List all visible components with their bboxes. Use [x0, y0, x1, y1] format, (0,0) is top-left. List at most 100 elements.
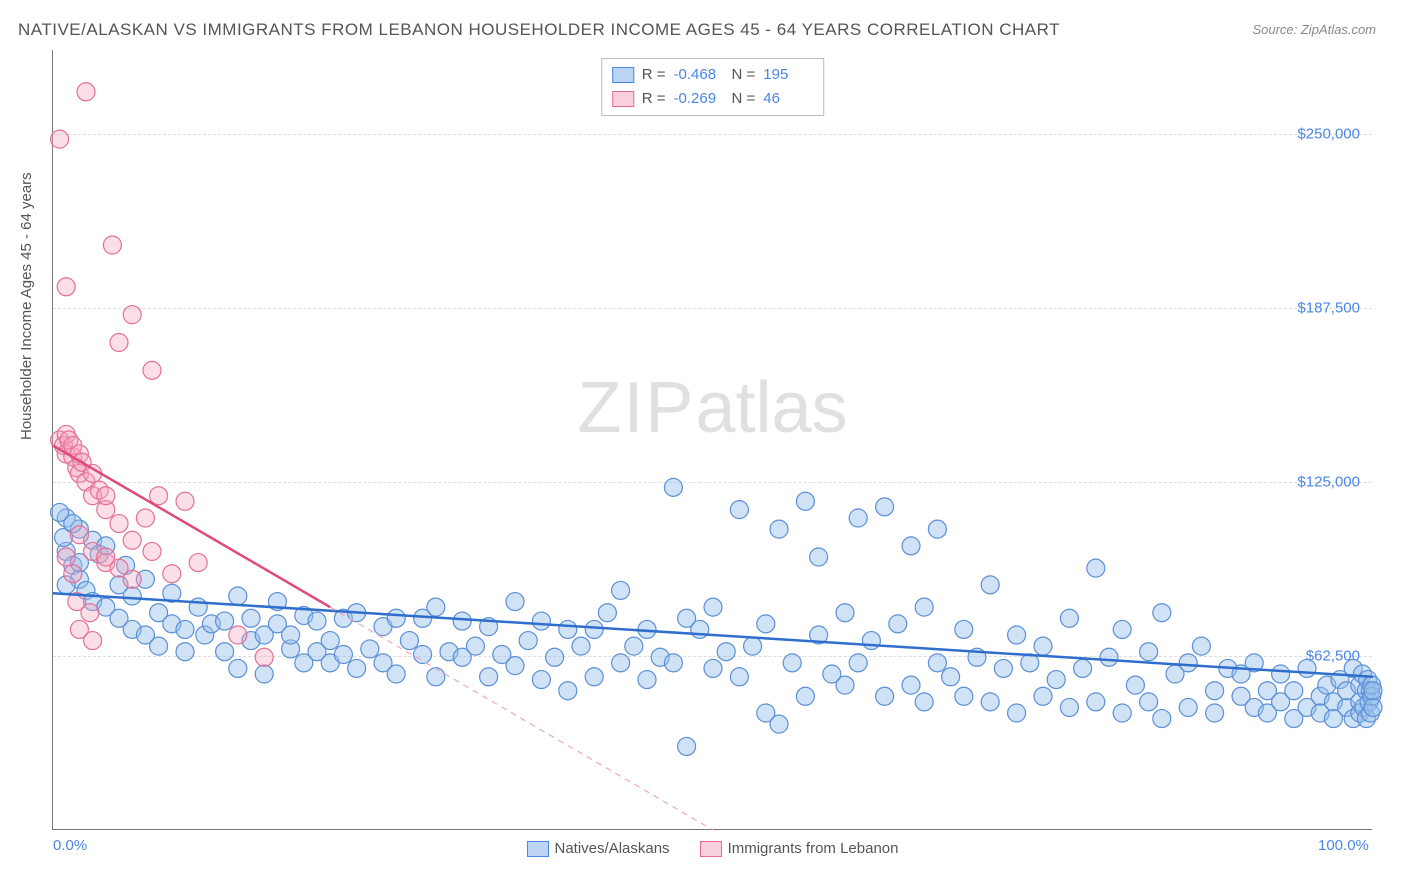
chart-svg [53, 50, 1372, 829]
scatter-point [414, 646, 432, 664]
scatter-point [387, 609, 405, 627]
scatter-point [1206, 704, 1224, 722]
source-credit: Source: ZipAtlas.com [1252, 22, 1376, 37]
scatter-point [308, 612, 326, 630]
r-value-pink: -0.269 [674, 87, 724, 111]
scatter-point [994, 659, 1012, 677]
scatter-point [638, 671, 656, 689]
scatter-point [70, 526, 88, 544]
scatter-point [519, 632, 537, 650]
scatter-point [321, 632, 339, 650]
r-label: R = [642, 63, 666, 87]
scatter-point [103, 236, 121, 254]
scatter-point [123, 587, 141, 605]
scatter-point [1060, 609, 1078, 627]
scatter-point [506, 593, 524, 611]
scatter-point [796, 687, 814, 705]
chart-title: NATIVE/ALASKAN VS IMMIGRANTS FROM LEBANO… [18, 20, 1060, 40]
scatter-point [612, 654, 630, 672]
scatter-point [255, 648, 273, 666]
scatter-point [1008, 626, 1026, 644]
n-value-blue: 195 [763, 63, 813, 87]
scatter-point [400, 632, 418, 650]
legend-label-blue: Natives/Alaskans [555, 840, 670, 857]
scatter-point [836, 676, 854, 694]
scatter-point [889, 615, 907, 633]
scatter-point [427, 668, 445, 686]
scatter-point [796, 492, 814, 510]
scatter-point [928, 654, 946, 672]
scatter-point [730, 668, 748, 686]
scatter-point [480, 668, 498, 686]
scatter-point [1206, 682, 1224, 700]
scatter-point [229, 659, 247, 677]
scatter-point [915, 598, 933, 616]
scatter-point [1126, 676, 1144, 694]
scatter-point [585, 668, 603, 686]
scatter-point [334, 646, 352, 664]
swatch-blue-icon [527, 841, 549, 857]
scatter-point [1060, 698, 1078, 716]
scatter-point [559, 620, 577, 638]
legend-row-blue: R = -0.468 N = 195 [612, 63, 814, 87]
scatter-point [915, 693, 933, 711]
scatter-point [902, 537, 920, 555]
scatter-point [810, 548, 828, 566]
scatter-point [770, 520, 788, 538]
scatter-point [57, 278, 75, 296]
scatter-point [836, 604, 854, 622]
scatter-point [876, 498, 894, 516]
scatter-point [1364, 682, 1382, 700]
scatter-point [1087, 559, 1105, 577]
scatter-point [717, 643, 735, 661]
scatter-point [1087, 693, 1105, 711]
scatter-point [84, 632, 102, 650]
scatter-point [744, 637, 762, 655]
scatter-point [730, 501, 748, 519]
scatter-point [466, 637, 484, 655]
scatter-point [1047, 671, 1065, 689]
scatter-point [955, 620, 973, 638]
scatter-point [176, 620, 194, 638]
scatter-point [532, 612, 550, 630]
scatter-point [1113, 620, 1131, 638]
n-value-pink: 46 [763, 87, 813, 111]
legend-label-pink: Immigrants from Lebanon [728, 840, 899, 857]
legend-item-blue: Natives/Alaskans [527, 840, 670, 857]
scatter-point [51, 130, 69, 148]
scatter-point [97, 487, 115, 505]
r-value-blue: -0.468 [674, 63, 724, 87]
scatter-point [1298, 659, 1316, 677]
scatter-point [902, 676, 920, 694]
scatter-point [242, 609, 260, 627]
scatter-point [77, 83, 95, 101]
scatter-point [532, 671, 550, 689]
scatter-point [770, 715, 788, 733]
scatter-point [1153, 710, 1171, 728]
scatter-point [928, 520, 946, 538]
swatch-pink-icon [700, 841, 722, 857]
legend-row-pink: R = -0.269 N = 46 [612, 87, 814, 111]
scatter-point [546, 648, 564, 666]
scatter-point [176, 643, 194, 661]
scatter-point [216, 643, 234, 661]
scatter-point [176, 492, 194, 510]
scatter-point [110, 515, 128, 533]
scatter-point [1140, 643, 1158, 661]
scatter-point [704, 659, 722, 677]
scatter-point [1074, 659, 1092, 677]
r-label: R = [642, 87, 666, 111]
legend-correlation: R = -0.468 N = 195 R = -0.269 N = 46 [601, 58, 825, 116]
scatter-point [282, 626, 300, 644]
x-tick-label: 0.0% [53, 837, 87, 854]
scatter-point [1179, 654, 1197, 672]
scatter-point [704, 598, 722, 616]
swatch-blue-icon [612, 67, 634, 83]
scatter-point [862, 632, 880, 650]
n-label: N = [732, 87, 756, 111]
scatter-point [664, 654, 682, 672]
scatter-point [849, 654, 867, 672]
scatter-point [1034, 637, 1052, 655]
scatter-point [876, 687, 894, 705]
scatter-point [123, 531, 141, 549]
